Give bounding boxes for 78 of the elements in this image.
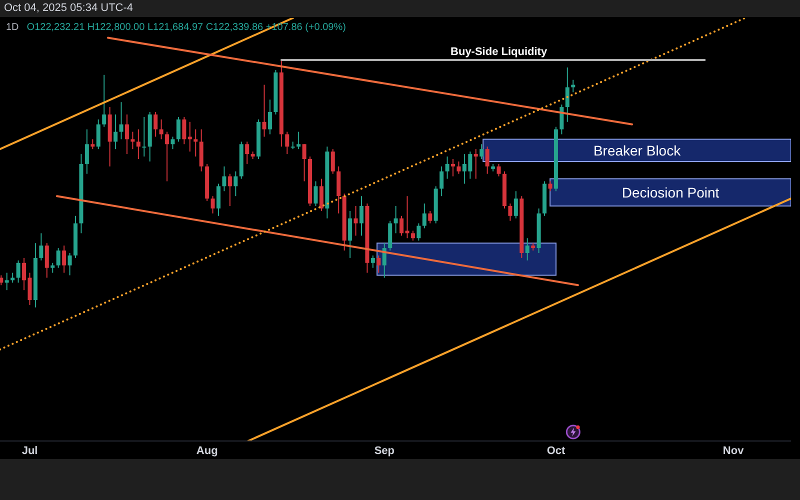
- candlestick: [296, 131, 301, 150]
- candlestick: [480, 144, 484, 160]
- candlestick: [410, 230, 415, 242]
- candlestick: [188, 121, 192, 152]
- candlestick: [354, 206, 358, 236]
- candlestick: [176, 116, 180, 142]
- candlestick: [130, 131, 135, 150]
- candlestick: [222, 166, 226, 192]
- candlestick: [10, 272, 15, 284]
- text: 1D: [6, 22, 19, 33]
- candlestick: [445, 156, 450, 180]
- candlestick: [56, 248, 60, 268]
- candlestick: [440, 166, 444, 197]
- candlestick: [560, 104, 564, 135]
- candlestick: [285, 131, 290, 155]
- x-tick-label: Jul: [22, 444, 38, 457]
- x-tick-label: Aug: [196, 444, 218, 457]
- candlestick: [102, 74, 106, 128]
- candlestick: [245, 141, 250, 164]
- candlestick: [16, 260, 20, 284]
- candlestick: [525, 238, 530, 261]
- candlestick: [124, 114, 129, 155]
- candlestick: [514, 190, 518, 219]
- x-tick-label: Sep: [374, 444, 395, 457]
- candlestick: [119, 102, 124, 140]
- annotation: Buy-Side Liquidity: [450, 46, 548, 58]
- candlestick: [216, 183, 220, 216]
- candlestick: [376, 254, 381, 274]
- text: Oct 04, 2025 05:34 UTC-4: [4, 2, 134, 14]
- candlestick: [422, 203, 426, 229]
- candlestick: [39, 232, 44, 261]
- x-tick-label: Nov: [722, 444, 745, 457]
- candlestick: [394, 206, 398, 234]
- candlestick: [508, 203, 512, 222]
- candlestick: [382, 242, 386, 278]
- candlestick: [159, 118, 164, 140]
- candlestick: [170, 136, 175, 150]
- candlestick: [114, 114, 118, 150]
- candlestick: [319, 178, 324, 212]
- candlestick: [565, 66, 570, 122]
- candlestick: [330, 148, 335, 174]
- candlestick: [210, 196, 215, 214]
- candlestick: [4, 272, 9, 291]
- candlestick: [0, 274, 4, 286]
- candlestick: [416, 222, 421, 242]
- candlestick: [90, 138, 95, 150]
- candlestick: [182, 116, 186, 145]
- candlestick: [474, 148, 478, 180]
- candlestick: [136, 128, 140, 160]
- x-tick-label: Oct: [546, 444, 566, 457]
- candlestick: [68, 252, 72, 276]
- candlestick: [96, 118, 100, 150]
- candlestick: [262, 84, 266, 138]
- series-label: Deciosion Point: [622, 184, 720, 200]
- candlestick: [451, 158, 456, 177]
- candlestick: [234, 170, 238, 197]
- candlestick: [228, 173, 232, 206]
- candlestick: [50, 262, 55, 274]
- candlestick: [496, 163, 501, 177]
- candlestick: [314, 180, 318, 206]
- candlestick: [428, 210, 432, 224]
- candlestick: [348, 210, 352, 258]
- candlestick: [84, 128, 89, 174]
- candlestick: [456, 160, 461, 174]
- candlestick: [359, 196, 364, 236]
- candlestick: [194, 128, 198, 158]
- series-label: Breaker Block: [593, 142, 682, 158]
- candlestick: [268, 99, 272, 135]
- candlestick: [154, 112, 158, 138]
- candlestick: [62, 245, 66, 274]
- candlestick: [302, 144, 306, 182]
- candlestick: [165, 131, 170, 182]
- candlestick: [142, 116, 146, 158]
- candlestick: [370, 254, 375, 268]
- candlestick: [571, 79, 576, 93]
- candlestick: [44, 242, 49, 278]
- candlestick: [548, 180, 552, 192]
- candlestick: [485, 146, 490, 174]
